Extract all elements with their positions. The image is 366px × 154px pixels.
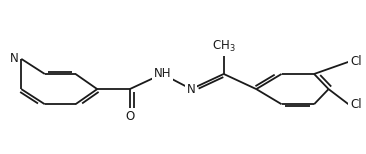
Text: O: O — [125, 110, 134, 123]
Text: CH$_3$: CH$_3$ — [212, 39, 236, 54]
Text: Cl: Cl — [350, 98, 362, 111]
Text: NH: NH — [153, 67, 171, 81]
Text: N: N — [187, 83, 195, 96]
Text: Cl: Cl — [350, 55, 362, 68]
Text: N: N — [10, 52, 18, 65]
